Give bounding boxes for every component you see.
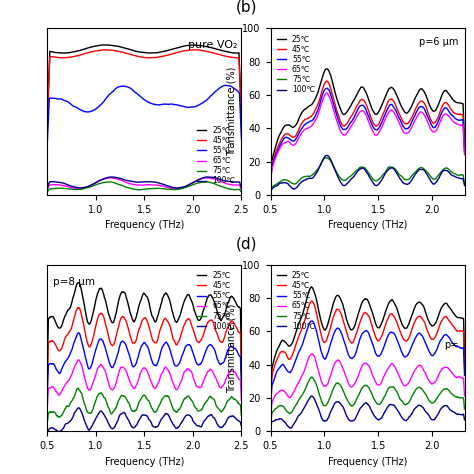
Text: (b): (b)	[236, 0, 257, 15]
Text: p=8 μm: p=8 μm	[53, 276, 95, 286]
Y-axis label: Transmittance (%): Transmittance (%)	[227, 67, 237, 156]
Text: pure VO₂: pure VO₂	[188, 40, 237, 50]
Text: (d): (d)	[236, 236, 257, 251]
Text: p=6 μm: p=6 μm	[419, 37, 459, 47]
X-axis label: Frequency (THz): Frequency (THz)	[105, 456, 184, 466]
Legend: 25℃, 45℃, 55℃, 65℃, 75℃, 100℃: 25℃, 45℃, 55℃, 65℃, 75℃, 100℃	[195, 123, 237, 188]
X-axis label: Frequency (THz): Frequency (THz)	[105, 220, 184, 230]
Y-axis label: Transmittance (%): Transmittance (%)	[227, 303, 237, 393]
Text: p=: p=	[444, 340, 459, 350]
Legend: 25℃, 45℃, 55℃, 65℃, 75℃, 100℃: 25℃, 45℃, 55℃, 65℃, 75℃, 100℃	[274, 32, 317, 97]
X-axis label: Frequency (THz): Frequency (THz)	[328, 220, 407, 230]
Legend: 25℃, 45℃, 55℃, 65℃, 75℃, 100℃: 25℃, 45℃, 55℃, 65℃, 75℃, 100℃	[195, 269, 237, 333]
Legend: 25℃, 45℃, 55℃, 65℃, 75℃, 100℃: 25℃, 45℃, 55℃, 65℃, 75℃, 100℃	[274, 269, 317, 333]
X-axis label: Frequency (THz): Frequency (THz)	[328, 456, 407, 466]
